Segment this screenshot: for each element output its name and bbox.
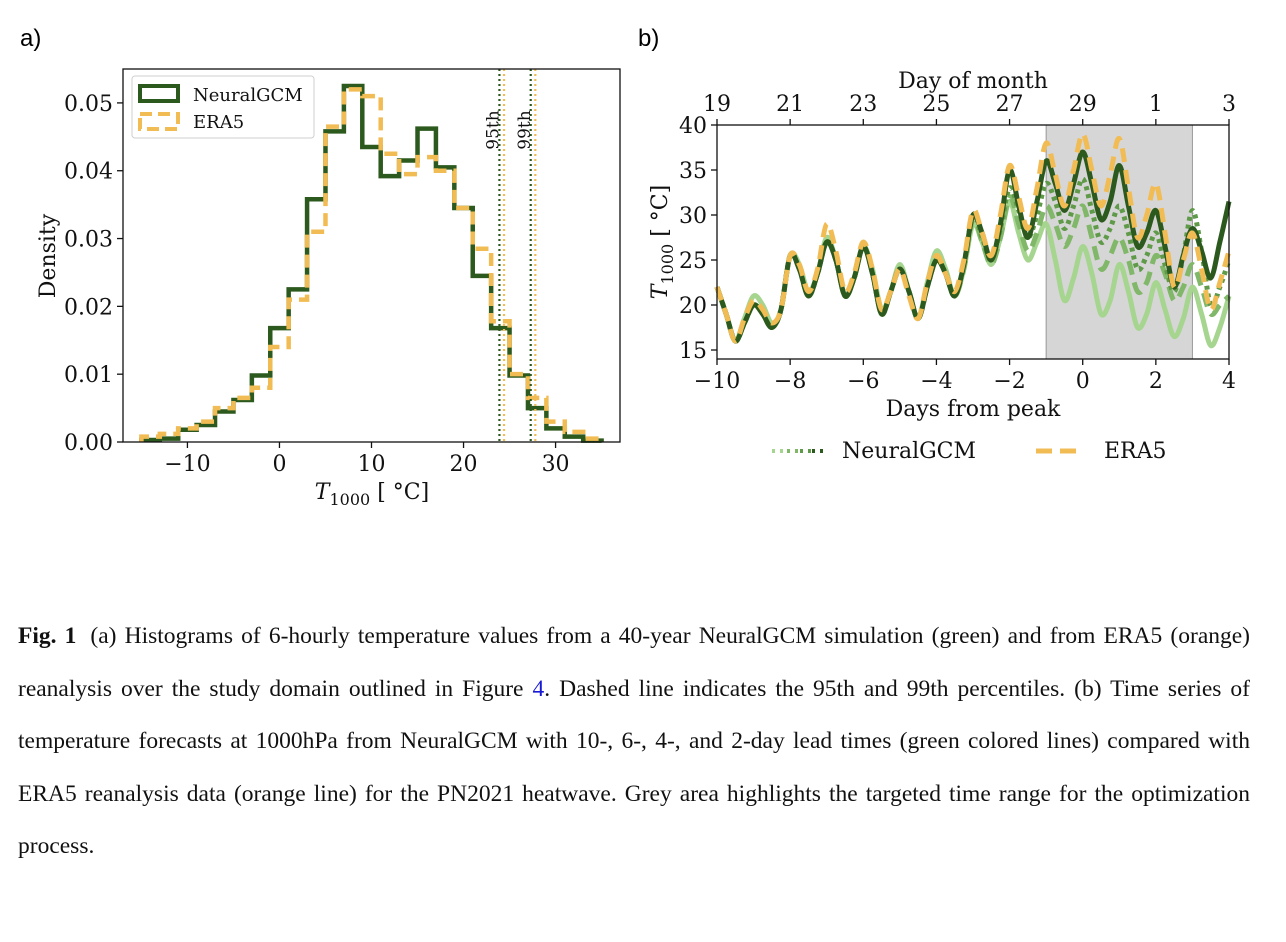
histogram-series-era5 [139, 87, 604, 442]
x-axis-label-b: Days from peak [886, 397, 1061, 422]
series-line-era5 [714, 131, 1232, 344]
y-tick-label-b: 35 [679, 159, 707, 184]
legend-label-era5-b: ERA5 [1104, 439, 1167, 464]
y-tick-label-b: 40 [679, 114, 707, 139]
y-tick-label-b: 20 [679, 294, 707, 319]
plot-frame-b [716, 124, 1230, 360]
y-tick-label-a: 0.03 [64, 228, 113, 253]
figure: a) 95th 99th −10 0 10 20 300.000.010.020.030.… [20, 25, 1236, 509]
x-tick-label-b: −2 [993, 369, 1025, 394]
timeseries-panel: −10 −8 −6 −4 −2 0 2 4 19 21 23 25 27 29 1 3 15 20 25 30 35 40… [648, 69, 1236, 464]
x-tick-label-b: 2 [1149, 369, 1163, 394]
percentile-label-95th: 95th [484, 110, 504, 149]
y-tick-label-b: 30 [679, 204, 707, 229]
caption-text-part2: . Dashed line indicates the 95th and 99t… [18, 675, 1250, 860]
panel-a-letter: a) [20, 25, 41, 52]
y-axis-label-b: T1000 [ °C] [648, 185, 677, 299]
x-axis-label-a: T1000 [ °C] [315, 480, 429, 509]
x-tick-label-a: 0 [272, 452, 286, 477]
x-tick-label-b: −8 [774, 369, 806, 394]
y-tick-label-b: 15 [679, 339, 707, 364]
legend-swatch-era5 [138, 112, 180, 131]
x-tick-label-a: −10 [164, 452, 210, 477]
top-x-tick-label: 1 [1149, 92, 1163, 117]
legend-label-era5: ERA5 [193, 112, 244, 133]
x-tick-label-a: 20 [450, 452, 478, 477]
top-x-tick-label: 3 [1222, 92, 1236, 117]
caption-figure-label: Fig. 1 [18, 623, 77, 649]
percentile-lines: 95th 99th [484, 69, 537, 442]
x-tick-label-b: 4 [1222, 369, 1236, 394]
y-tick-label-a: 0.05 [64, 92, 113, 117]
legend-a: NeuralGCM ERA5 [131, 75, 315, 139]
top-x-tick-label: 23 [849, 92, 877, 117]
axis-ticks-a: −10 0 10 20 30 0.00 0.01 0.02 0.03 0.04 0.05 [64, 92, 570, 477]
legend-b: NeuralGCM ERA5 [772, 439, 1167, 464]
axis-ticks-b: −10 −8 −6 −4 −2 0 2 4 19 21 23 25 27 29 1 3 15 20 25 30 35 40 [679, 92, 1236, 394]
top-x-axis-label: Day of month [898, 69, 1048, 94]
top-x-tick-label: 21 [776, 92, 804, 117]
figure-caption: Fig. 1 (a) Histograms of 6-hourly tempera… [18, 610, 1250, 873]
legend-label-neuralgcm: NeuralGCM [193, 85, 303, 106]
y-tick-label-a: 0.01 [64, 363, 113, 388]
legend-swatch-neuralgcm [138, 84, 180, 103]
panel-b-letter: b) [638, 25, 659, 52]
percentile-label-99th: 99th [515, 110, 535, 149]
x-tick-label-b: 0 [1076, 369, 1090, 394]
x-tick-label-a: 30 [542, 452, 570, 477]
y-tick-label-a: 0.00 [64, 431, 113, 456]
y-tick-label-a: 0.04 [64, 160, 113, 185]
x-tick-label-b: −10 [694, 369, 740, 394]
y-tick-label-b: 25 [679, 249, 707, 274]
y-axis-label-a: Density [36, 213, 61, 298]
x-tick-label-a: 10 [358, 452, 386, 477]
top-x-tick-label: 27 [996, 92, 1024, 117]
top-x-tick-label: 29 [1069, 92, 1097, 117]
histogram-series-group [139, 83, 604, 443]
caption-text-part1: (a) Histograms of 6-hourly temperature v… [18, 623, 1251, 702]
histogram-series-neuralgcm [139, 83, 604, 443]
x-tick-label-b: −6 [847, 369, 879, 394]
caption-figure-ref-link[interactable]: 4 [532, 675, 545, 702]
histogram-panel: 95th 99th −10 0 10 20 30 0.00 0.01 0.02 0.03 0.04 0… [36, 68, 621, 509]
top-x-tick-label: 19 [703, 92, 731, 117]
timeseries-lines [714, 131, 1232, 349]
x-tick-label-b: −4 [920, 369, 952, 394]
y-tick-label-a: 0.02 [64, 295, 113, 320]
legend-label-neuralgcm-b: NeuralGCM [842, 439, 976, 464]
top-x-tick-label: 25 [922, 92, 950, 117]
